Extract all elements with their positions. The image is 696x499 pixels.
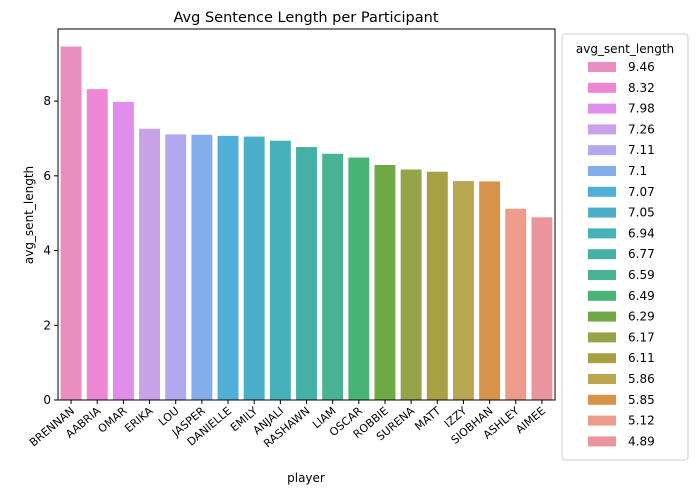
legend-entry: 5.85	[628, 393, 655, 407]
legend-swatch	[588, 207, 616, 218]
bar-izzy	[452, 181, 474, 400]
legend-swatch	[588, 332, 616, 343]
bar-omar	[112, 101, 134, 400]
legend-swatch	[588, 82, 616, 93]
legend-entry: 6.77	[628, 247, 655, 261]
legend-swatch	[588, 124, 616, 135]
legend-entry: 6.11	[628, 351, 655, 365]
legend-swatch	[588, 103, 616, 114]
legend-swatch	[588, 249, 616, 260]
legend-swatch	[588, 290, 616, 301]
legend-swatch	[588, 415, 616, 426]
bar-jasper	[191, 134, 213, 401]
bar-brennan	[60, 46, 82, 401]
legend-entry: 7.26	[628, 122, 655, 136]
legend-entry: 6.29	[628, 310, 655, 324]
bar-emily	[243, 136, 265, 400]
bar-danielle	[217, 135, 239, 400]
bar-rashawn	[296, 147, 317, 400]
legend-entry: 6.17	[628, 330, 655, 344]
legend-entry: 6.59	[628, 268, 655, 282]
legend-entry: 9.46	[628, 60, 655, 74]
x-tick-label: AIMEE	[513, 404, 548, 436]
legend-frame	[561, 33, 689, 461]
bar-matt	[426, 171, 448, 400]
legend-entry: 7.05	[628, 206, 655, 220]
bar-lou	[165, 134, 187, 401]
legend-entry: 7.07	[628, 185, 655, 199]
legend-entry: 6.94	[628, 226, 655, 240]
x-tick-label: ERIKA	[122, 404, 156, 435]
legend-entry: 7.11	[628, 143, 655, 157]
legend-entry: 7.98	[628, 102, 655, 116]
legend-swatch	[588, 436, 616, 447]
x-axis-label: player	[287, 471, 325, 485]
legend-swatch	[588, 186, 616, 197]
bar-aabria	[86, 89, 108, 401]
bar-siobhan	[479, 181, 501, 400]
legend-entry: 4.89	[628, 434, 655, 448]
legend-swatch	[588, 145, 616, 156]
y-axis-label: avg_sent_length	[22, 166, 36, 264]
legend: avg_sent_length 9.46 8.32 7.98 7.26 7.11 7.1 7…	[561, 33, 689, 461]
legend-swatch	[588, 353, 616, 364]
bar-surena	[400, 169, 422, 400]
y-tick-label: 0	[43, 393, 51, 407]
y-tick-label: 2	[43, 318, 51, 332]
bar-liam	[322, 153, 344, 400]
legend-entry: 5.12	[628, 414, 655, 428]
legend-title: avg_sent_length	[576, 42, 674, 56]
bar-robbie	[374, 165, 396, 400]
legend-swatch	[588, 62, 616, 72]
y-tick-label: 6	[43, 169, 51, 183]
chart-title: Avg Sentence Length per Participant	[173, 10, 438, 26]
legend-entry: 5.86	[628, 372, 655, 386]
bar-oscar	[348, 157, 370, 400]
legend-swatch	[588, 270, 616, 280]
bar-anjali	[269, 140, 291, 400]
bar-erika	[139, 128, 161, 400]
legend-swatch	[588, 311, 616, 322]
y-tick-label: 8	[43, 94, 51, 108]
x-tick-label: MATT	[412, 404, 443, 433]
legend-swatch	[588, 228, 616, 239]
legend-entry: 8.32	[628, 81, 655, 95]
x-tick-label: OMAR	[95, 404, 129, 436]
legend-swatch	[588, 166, 616, 176]
bar-ashley	[505, 208, 527, 400]
legend-entry: 7.1	[628, 164, 647, 178]
bar-aimee	[531, 217, 553, 400]
legend-entry: 6.49	[628, 289, 655, 303]
y-tick-label: 4	[43, 244, 51, 258]
legend-swatch	[588, 374, 616, 384]
legend-swatch	[588, 394, 616, 405]
